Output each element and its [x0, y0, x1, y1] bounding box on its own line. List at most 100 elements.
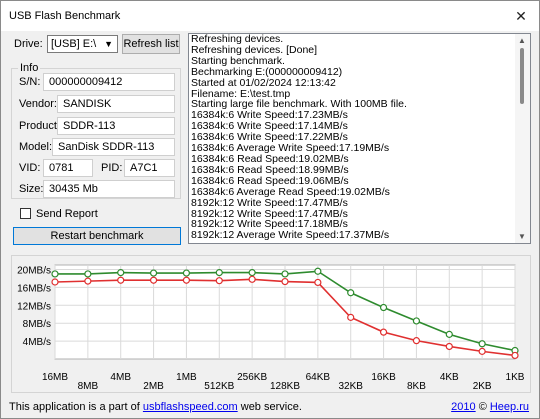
x-tick-label: 64KB	[306, 372, 331, 383]
status-prefix: This application is a part of	[9, 401, 143, 413]
series-0-point	[379, 303, 388, 312]
status-bar: This application is a part of usbflashsp…	[1, 397, 539, 419]
status-suffix: web service.	[237, 401, 302, 413]
series-0-point	[347, 289, 355, 297]
vid-label: VID:	[19, 162, 41, 174]
log-scrollbar[interactable]: ▲ ▼	[515, 34, 530, 243]
x-tick-label: 1MB	[176, 372, 197, 383]
series-1-point	[182, 276, 191, 284]
log-line: Refreshing devices. [Done]	[191, 43, 318, 56]
series-0-point	[478, 340, 486, 348]
series-0-point	[182, 269, 191, 277]
chart-frame	[11, 255, 531, 393]
x-tick-label: 16KB	[371, 372, 396, 383]
y-tick-label: 20MB/s	[17, 265, 51, 276]
log-line: 16384k:6 Read Speed:18.99MB/s	[191, 163, 349, 176]
log-line: Starting large file benchmark. With 100M…	[191, 98, 407, 111]
chevron-down-icon: ▼	[104, 39, 113, 49]
log-line: 8192k:12 Write Speed:17.47MB/s	[191, 207, 348, 220]
series-1-point	[412, 337, 421, 345]
x-tick-label: 256KB	[237, 372, 267, 383]
series-0-point	[117, 269, 125, 277]
log-line: 8192k:12 Write Speed:17.47MB/s	[191, 196, 348, 209]
product-field[interactable]: SDDR-113	[57, 117, 175, 135]
log-line: 16384k:6 Write Speed:17.14MB/s	[191, 120, 348, 133]
x-tick-label: 128KB	[270, 381, 300, 392]
product-label: Product:	[19, 120, 60, 132]
drive-select-value: [USB] E:\	[51, 38, 97, 50]
pid-label: PID:	[101, 162, 123, 174]
y-tick-label: 12MB/s	[17, 301, 51, 312]
series-0-point	[314, 267, 322, 275]
send-report-checkbox[interactable]	[20, 208, 31, 219]
y-tick-label: 16MB/s	[17, 283, 51, 294]
x-tick-label: 1KB	[506, 372, 525, 383]
series-1-point	[281, 277, 289, 286]
log-line: Bechmarking E:(000000009412)	[191, 65, 343, 78]
model-label: Model:	[19, 141, 53, 153]
x-tick-label: 8KB	[407, 381, 426, 392]
drive-select[interactable]: [USB] E:\ ▼	[47, 35, 118, 53]
series-0-point	[84, 270, 92, 278]
send-report-label[interactable]: Send Report	[36, 208, 98, 220]
series-1-point	[117, 276, 125, 284]
log-line: 16384k:6 Write Speed:17.22MB/s	[191, 131, 348, 144]
size-field[interactable]: 30435 Mb	[43, 180, 175, 198]
series-1-point	[445, 342, 453, 351]
log-line: Filename: E:\test.tmp	[191, 87, 291, 100]
log-line: Started at 01/02/2024 12:13:42	[191, 76, 336, 89]
series-0-point	[445, 330, 453, 338]
series-1-point	[478, 347, 486, 355]
sn-label: S/N:	[19, 76, 41, 88]
info-legend: Info	[18, 62, 41, 74]
log-textarea[interactable]: Refreshing devices. Refreshing devices. […	[188, 33, 531, 244]
speed-chart: 20MB/s 16MB/s 12MB/s 8MB/s 4MB/s 16MB 8MB 4MB 2M…	[17, 264, 525, 392]
x-tick-label: 2KB	[473, 381, 492, 392]
series-1-point	[248, 275, 256, 283]
close-icon[interactable]: ✕	[515, 8, 527, 24]
x-tick-label: 4MB	[110, 372, 131, 383]
scroll-down-icon[interactable]: ▼	[518, 232, 526, 241]
vid-field[interactable]: 0781	[43, 159, 93, 177]
log-line: 16384k:6 Average Read Speed:19.02MB/s	[191, 185, 390, 198]
x-tick-label: 2MB	[143, 381, 164, 392]
series-1-point	[347, 313, 355, 321]
log-line: 8192k:12 Write Speed:17.18MB/s	[191, 218, 348, 231]
title-bar: USB Flash Benchmark ✕	[1, 1, 539, 31]
usbflashspeed-link[interactable]: usbflashspeed.com	[142, 401, 238, 413]
log-line: Starting benchmark.	[191, 54, 285, 67]
copyright: 2010 © Heep.ru	[451, 401, 529, 413]
series-0-point	[412, 317, 421, 325]
scroll-thumb[interactable]	[520, 48, 524, 104]
series-1-point	[314, 278, 322, 287]
restart-benchmark-button[interactable]: Restart benchmark	[13, 227, 181, 245]
drive-label: Drive:	[14, 38, 43, 50]
refresh-list-button[interactable]: Refresh list	[122, 34, 180, 54]
x-tick-label: 4KB	[440, 372, 459, 383]
series-0-point	[51, 270, 59, 278]
series-0-point	[281, 270, 289, 278]
log-line: 16384k:6 Average Write Speed:17.19MB/s	[191, 142, 390, 155]
series-1-point	[215, 277, 223, 285]
log-line: Refreshing devices.	[191, 33, 284, 45]
series-1-point	[149, 276, 158, 284]
log-line: 16384k:6 Read Speed:19.02MB/s	[191, 152, 349, 165]
log-line: 16384k:6 Read Speed:19.06MB/s	[191, 174, 349, 187]
vendor-field[interactable]: SANDISK	[57, 95, 175, 113]
info-group	[11, 68, 181, 199]
series-0-point	[215, 269, 223, 277]
year-link[interactable]: 2010	[451, 401, 476, 413]
pid-field[interactable]: A7C1	[124, 159, 175, 177]
scroll-up-icon[interactable]: ▲	[518, 36, 526, 45]
model-field[interactable]: SanDisk SDDR-113	[52, 138, 175, 156]
series-0-point	[248, 269, 256, 277]
log-line: 16384k:6 Write Speed:17.23MB/s	[191, 109, 348, 122]
size-label: Size:	[19, 183, 44, 195]
series-1-point	[51, 278, 59, 286]
sn-field[interactable]: 000000009412	[43, 73, 175, 91]
heep-link[interactable]: Heep.ru	[489, 401, 529, 413]
series-1-point	[84, 277, 92, 285]
series-1-point	[511, 351, 519, 360]
copyright-sign: ©	[475, 401, 490, 413]
